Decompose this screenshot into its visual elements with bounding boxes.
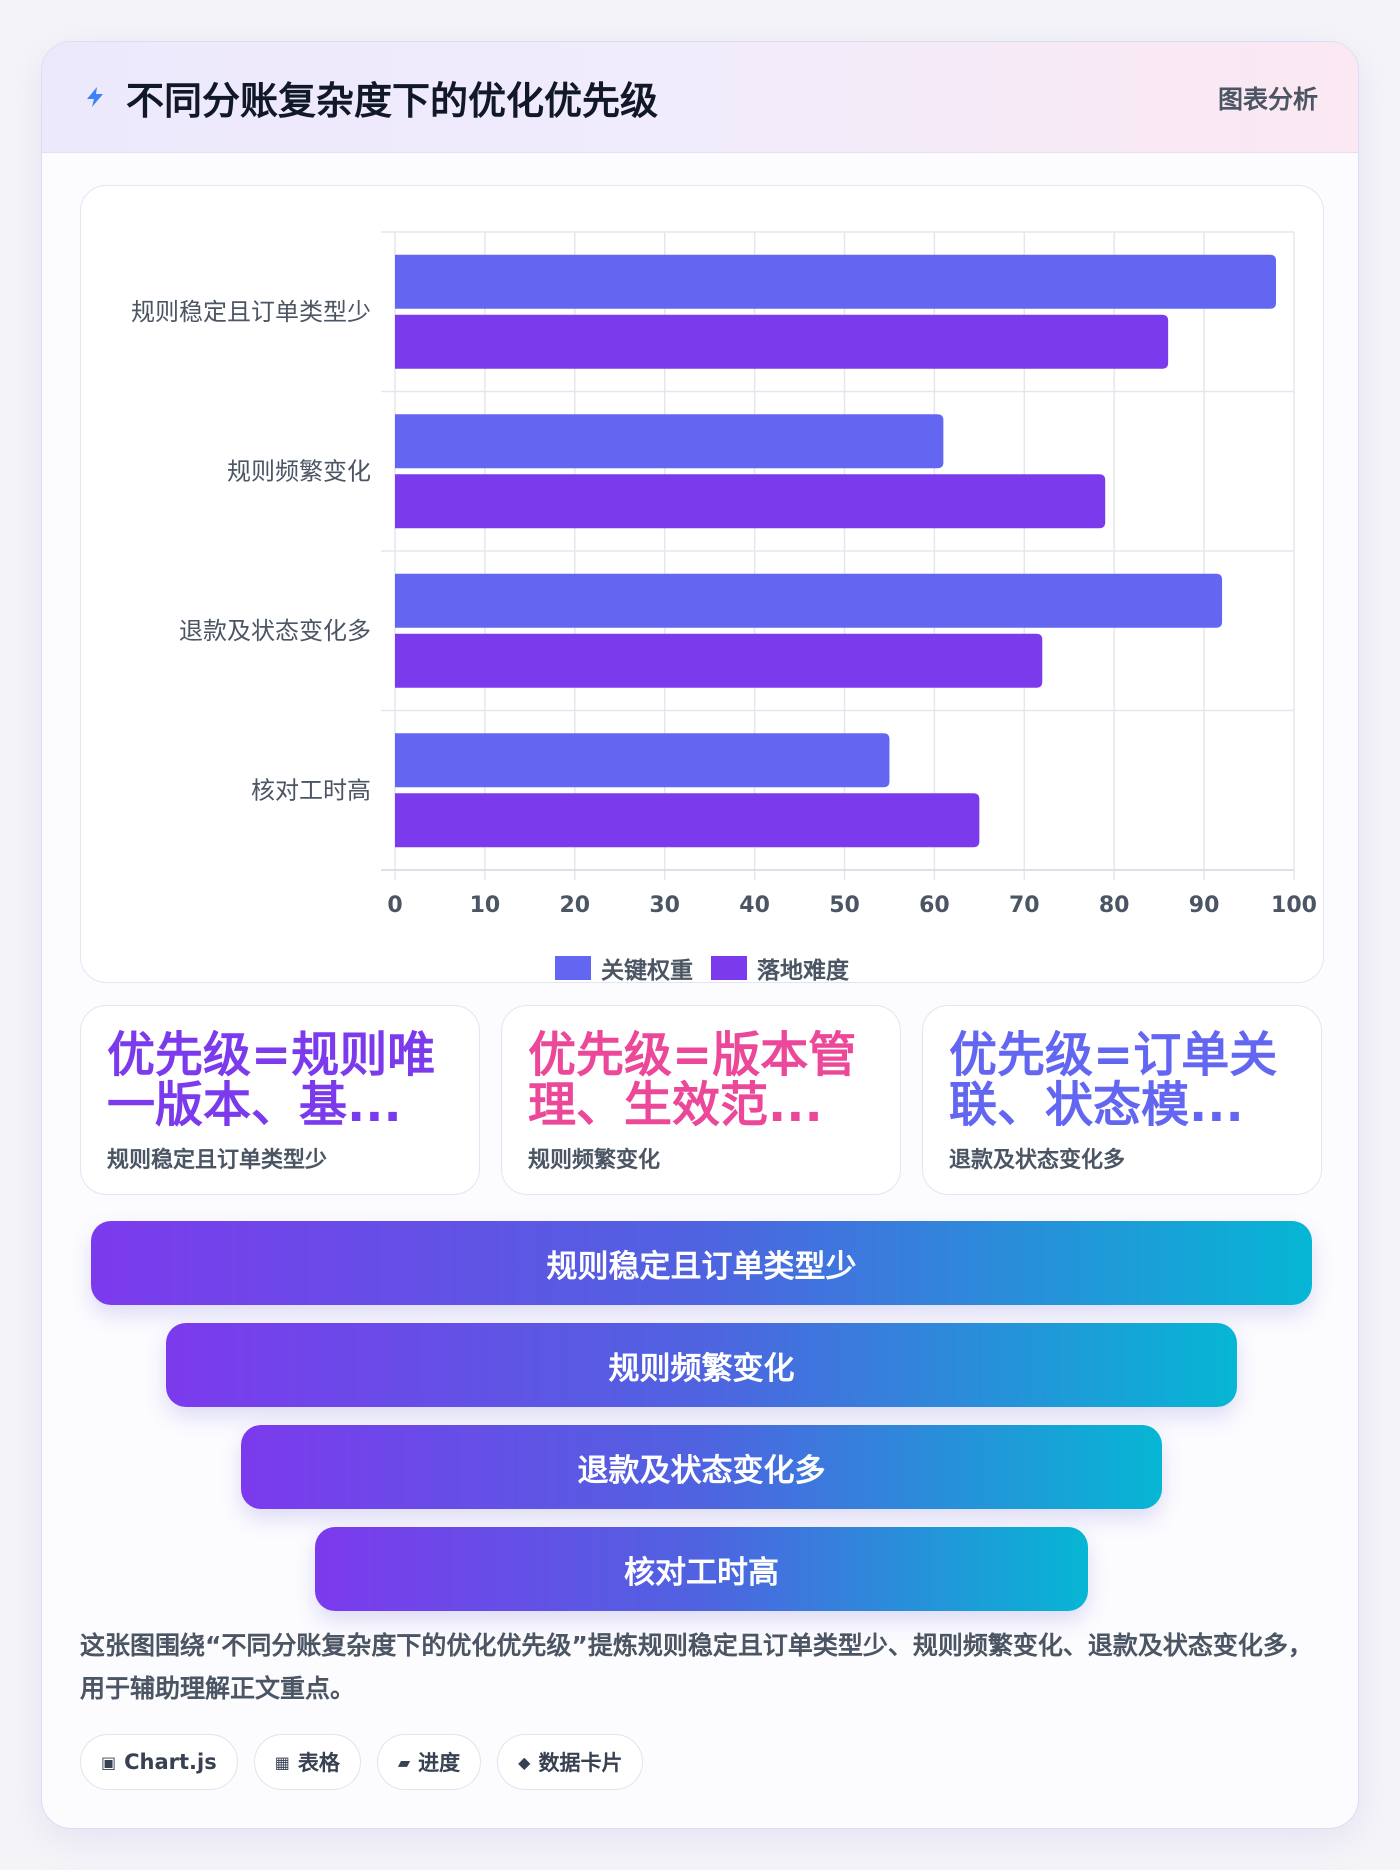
x-tick-label: 90 <box>1189 893 1220 918</box>
bar <box>395 793 980 848</box>
lightning-icon <box>87 87 103 107</box>
stat-label: 规则频繁变化 <box>528 1148 661 1173</box>
bar <box>395 633 1043 688</box>
bar-chart-panel: 0 10 20 30 40 50 60 70 80 90 100 规则稳定且订单类型少规则频繁变化退款… <box>80 185 1324 985</box>
x-tick-label: 100 <box>1271 893 1317 918</box>
bar <box>395 314 1169 369</box>
x-tick-label: 80 <box>1099 893 1130 918</box>
y-category-label: 规则频繁变化 <box>227 457 371 485</box>
bar <box>395 733 890 788</box>
chip-chartjs[interactable]: ▣ Chart.js <box>80 1734 238 1790</box>
table-icon: ▦ <box>274 1752 290 1772</box>
x-tick-label: 70 <box>1009 893 1040 918</box>
stat-value: 优先级=规则唯一版本、基... <box>107 1030 436 1130</box>
progress-icon: ▰ <box>397 1752 411 1772</box>
x-tick-label: 20 <box>559 893 590 918</box>
card-header: 不同分账复杂度下的优化优先级 图表分析 <box>42 42 1358 153</box>
x-tick-label: 50 <box>829 893 860 918</box>
funnel-step: 规则稳定且订单类型少 <box>91 1221 1312 1305</box>
chart-card: 不同分账复杂度下的优化优先级 图表分析 0 10 20 30 40 50 60 70 80 90 1… <box>41 41 1359 1829</box>
bar <box>395 474 1106 529</box>
bar-chart: 0 10 20 30 40 50 60 70 80 90 100 规则稳定且订单类型少规则频繁变化退款… <box>131 231 1317 918</box>
chart-summary: 这张图围绕“不同分账复杂度下的优化优先级”提炼规则稳定且订单类型少、规则频繁变化… <box>80 1631 1313 1703</box>
chip-label: Chart.js <box>124 1750 217 1774</box>
bar <box>395 573 1223 628</box>
chip-label: 表格 <box>297 1751 340 1775</box>
stat-card: 优先级=规则唯一版本、基... 规则稳定且订单类型少 <box>80 1005 480 1195</box>
legend-label: 关键权重 <box>601 958 693 984</box>
funnel-step: 退款及状态变化多 <box>241 1425 1162 1509</box>
tech-chips: ▣ Chart.js ▦ 表格 ▰ 进度 ◆ 数据卡片 <box>80 1734 644 1790</box>
chip-table[interactable]: ▦ 表格 <box>253 1734 361 1790</box>
stat-value: 优先级=订单关联、状态模... <box>949 1030 1278 1130</box>
stat-cards: 优先级=规则唯一版本、基... 规则稳定且订单类型少 优先级=版本管理、生效范.… <box>80 1005 1322 1195</box>
funnel-step: 核对工时高 <box>315 1527 1088 1611</box>
chip-label: 数据卡片 <box>538 1751 623 1775</box>
stat-label: 规则稳定且订单类型少 <box>107 1148 328 1173</box>
bar <box>395 254 1277 309</box>
chip-progress[interactable]: ▰ 进度 <box>376 1734 482 1790</box>
card-icon: ◆ <box>518 1752 531 1772</box>
chart-legend: 关键权重 落地难度 <box>81 951 1323 985</box>
funnel-step: 规则频繁变化 <box>166 1323 1237 1407</box>
y-category-label: 核对工时高 <box>251 776 371 804</box>
legend-swatch <box>555 956 591 980</box>
x-tick-label: 0 <box>387 893 402 918</box>
x-tick-label: 10 <box>470 893 501 918</box>
legend-item-weight[interactable]: 关键权重 <box>555 951 693 985</box>
stat-label: 退款及状态变化多 <box>949 1148 1126 1173</box>
x-tick-label: 30 <box>649 893 680 918</box>
legend-swatch <box>711 956 747 980</box>
y-category-label: 规则稳定且订单类型少 <box>131 298 371 326</box>
page-title: 不同分账复杂度下的优化优先级 <box>126 79 659 123</box>
chip-data-card[interactable]: ◆ 数据卡片 <box>497 1734 644 1790</box>
x-tick-label: 40 <box>739 893 770 918</box>
stat-value: 优先级=版本管理、生效范... <box>528 1030 857 1130</box>
legend-item-difficulty[interactable]: 落地难度 <box>711 951 849 985</box>
chip-label: 进度 <box>418 1751 461 1775</box>
bar <box>395 414 944 469</box>
y-category-label: 退款及状态变化多 <box>179 617 371 645</box>
legend-label: 落地难度 <box>757 958 849 984</box>
x-tick-label: 60 <box>919 893 950 918</box>
stat-card: 优先级=订单关联、状态模... 退款及状态变化多 <box>922 1005 1322 1195</box>
stat-card: 优先级=版本管理、生效范... 规则频繁变化 <box>501 1005 901 1195</box>
chart-icon: ▣ <box>101 1752 117 1772</box>
chart-analysis-tag[interactable]: 图表分析 <box>1217 85 1318 114</box>
